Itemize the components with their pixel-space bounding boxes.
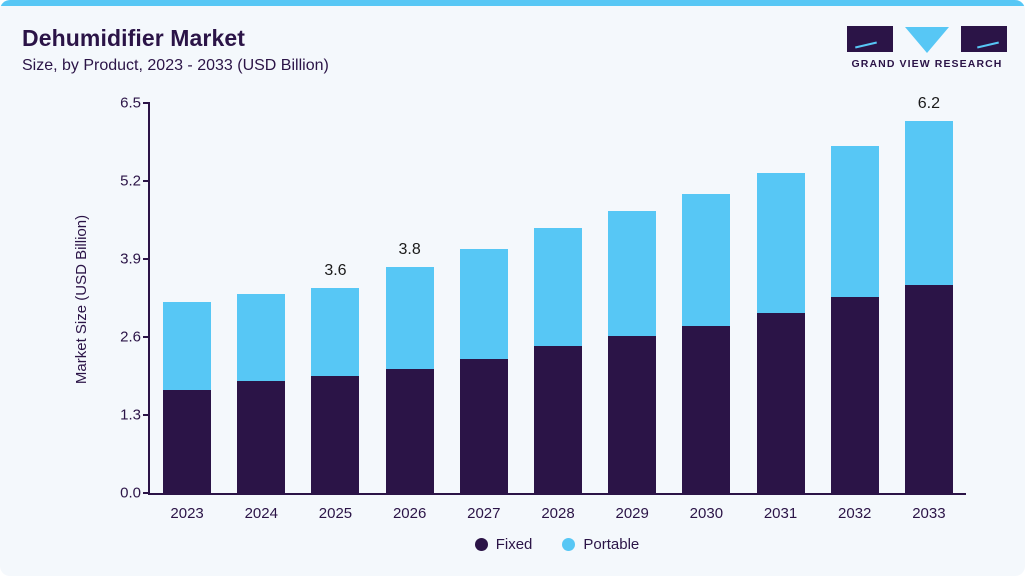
x-axis-tick-label: 2029 <box>615 505 649 522</box>
bar-value-label: 3.6 <box>324 261 347 279</box>
x-axis-tick-label: 2027 <box>467 505 501 522</box>
y-axis-tick-label: 6.5 <box>120 94 141 112</box>
top-accent-bar <box>0 0 1025 6</box>
logo-wordmark: GRAND VIEW RESEARCH <box>851 58 1003 70</box>
legend-item[interactable]: Fixed <box>474 536 533 553</box>
legend-label: Portable <box>583 536 640 553</box>
x-axis-tick-label: 2028 <box>541 505 575 522</box>
y-axis-tick-label: 5.2 <box>120 172 141 190</box>
legend-label: Fixed <box>495 536 533 553</box>
bar-value-label: 6.2 <box>917 95 941 112</box>
bar-segment-fixed[interactable] <box>385 368 434 493</box>
y-axis-tick-label: 1.3 <box>120 406 141 424</box>
bar-segment-portable[interactable] <box>385 266 434 369</box>
logo-marks <box>847 26 1007 54</box>
bar-segment-fixed[interactable] <box>756 313 805 493</box>
y-axis-label-text: Market Size (USD Billion) <box>73 214 91 384</box>
grand-view-research-logo: GRAND VIEW RESEARCH <box>847 26 1007 74</box>
bar-segment-fixed[interactable] <box>237 381 286 493</box>
bar-segment-fixed[interactable] <box>534 346 582 493</box>
x-axis-tick-label: 2032 <box>838 505 872 522</box>
chart-legend: Fixed Portable <box>148 536 966 553</box>
bar-segment-portable[interactable] <box>830 145 879 297</box>
y-axis-tick-mark <box>143 258 150 260</box>
x-axis-tick-label: 2026 <box>392 505 427 522</box>
logo-left-block-icon <box>847 26 893 52</box>
y-axis-label: Market Size (USD Billion) <box>72 103 92 495</box>
legend-color-swatch <box>474 538 488 551</box>
legend-color-swatch <box>562 538 576 551</box>
plot-area: 0.0 1.3 2.6 3.9 5.2 6.5 2023 2024 3.6 2025 3.8 2026… <box>120 95 966 522</box>
bar-segment-portable[interactable] <box>682 194 731 326</box>
x-axis-tick-label: 2030 <box>689 505 724 522</box>
bar-segment-portable[interactable] <box>311 287 360 376</box>
y-axis-tick-mark <box>143 336 150 338</box>
bar-segment-fixed[interactable] <box>311 376 360 493</box>
bar-segment-fixed[interactable] <box>163 390 212 493</box>
bar-segment-fixed[interactable] <box>830 296 879 493</box>
logo-triangle-icon <box>905 27 949 53</box>
bar-segment-portable[interactable] <box>237 293 286 382</box>
bar-segment-portable[interactable] <box>459 249 508 359</box>
bar-value-label: 3.8 <box>398 240 421 258</box>
y-axis-tick-label: 2.6 <box>120 328 141 346</box>
y-axis-tick-mark <box>143 414 150 416</box>
bar-segment-portable[interactable] <box>904 121 953 285</box>
bar-segment-portable[interactable] <box>608 211 657 337</box>
x-axis-tick-label: 2023 <box>170 505 204 522</box>
y-axis-tick-label: 0.0 <box>120 484 141 502</box>
bar-segment-fixed[interactable] <box>608 336 657 493</box>
bar-segment-fixed[interactable] <box>682 325 731 493</box>
x-axis-tick-label: 2031 <box>763 505 798 522</box>
x-axis-tick-label: 2033 <box>912 505 946 522</box>
bar-segment-fixed[interactable] <box>459 358 508 493</box>
page-subtitle: Size, by Product, 2023 - 2033 (USD Billi… <box>22 57 329 74</box>
y-axis-tick-mark <box>143 180 150 182</box>
y-axis-tick-mark <box>143 492 150 494</box>
legend-item[interactable]: Portable <box>562 536 639 553</box>
x-axis-tick-label: 2025 <box>318 505 353 522</box>
bar-segment-portable[interactable] <box>163 301 212 391</box>
y-axis-tick-label: 3.9 <box>120 250 141 268</box>
page-title: Dehumidifier Market <box>22 25 246 51</box>
logo-right-block-icon <box>961 26 1007 52</box>
x-axis-tick-label: 2024 <box>244 505 278 522</box>
bar-segment-fixed[interactable] <box>904 284 953 493</box>
bar-segment-portable[interactable] <box>534 228 582 346</box>
bar-segment-portable[interactable] <box>756 172 805 313</box>
y-axis-tick-mark <box>143 102 150 104</box>
